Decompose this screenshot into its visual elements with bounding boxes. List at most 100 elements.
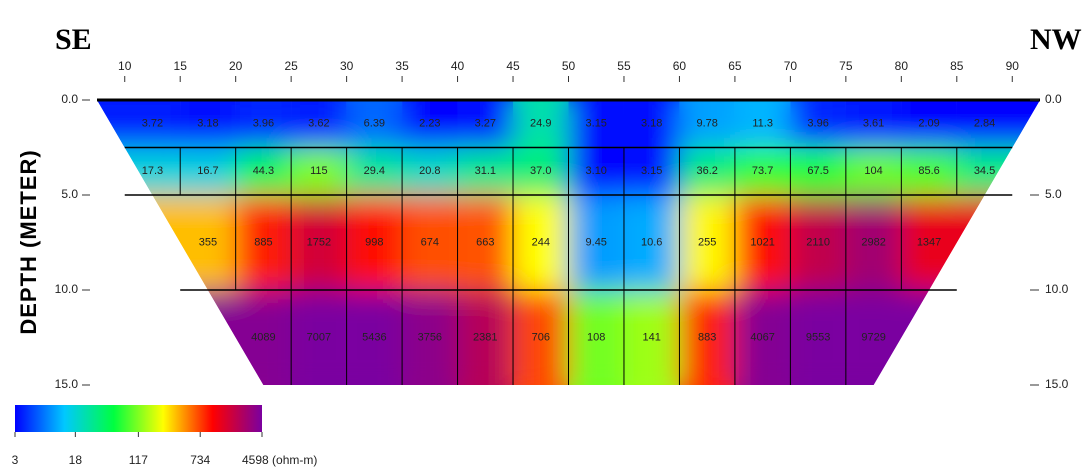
colorbar-tick-label: 3 [12,453,19,467]
left-end-label: SE [55,23,92,56]
cell-label: 104 [864,165,882,177]
cell-label: 108 [587,331,605,343]
cell-blend [291,100,347,148]
cell-label: 3.61 [863,118,884,130]
cell-label: 115 [310,165,328,177]
cell-label: 1752 [307,236,331,248]
cell-blend [513,195,569,290]
cell-label: 3.18 [641,118,662,130]
cell-blend [623,147,680,195]
x-tick-label: 15 [174,59,188,73]
cell-blend [679,290,735,385]
cell-blend [901,147,957,195]
x-tick-label: 50 [562,59,576,73]
cell-label: 2.23 [419,118,440,130]
x-tick-label: 80 [895,59,909,73]
cell-blend [790,290,846,385]
cell-label: 36.2 [696,165,717,177]
cell-blend [901,100,957,148]
cell-blend [457,100,514,148]
cell-blend [568,147,624,195]
cell-blend [235,147,292,195]
cell-label: 141 [643,331,661,343]
cell-blend [235,195,292,290]
cell-blend [291,290,347,385]
cell-label: 674 [421,236,439,248]
y2-tick-label: 0.0 [1045,92,1062,106]
x-tick-label: 85 [950,59,964,73]
cell-blend [623,100,680,148]
cell-label: 16.7 [197,165,218,177]
x-tick-label: 55 [617,59,631,73]
cell-blend [291,195,347,290]
cell-blend [346,195,403,290]
x-tick-label: 25 [284,59,298,73]
cell-label: 11.3 [752,118,773,130]
cell-label: 6.39 [364,118,385,130]
cell-blend [457,290,514,385]
cell-blend [235,100,292,148]
cell-blend [513,290,569,385]
cell-blend [568,100,624,148]
cell-blend [346,290,403,385]
cell-blend [845,100,902,148]
colorbar-tick-label: 4598 (ohm-m) [242,453,317,467]
y2-tick-label: 15.0 [1045,377,1069,391]
y-tick-label: 15.0 [55,377,79,391]
cell-label: 24.9 [530,118,551,130]
cell-label: 883 [698,331,716,343]
cell-label: 244 [532,236,550,248]
cell-blend [180,147,236,195]
colorbar [15,405,262,432]
cell-blend [402,290,458,385]
cell-blend [790,100,846,148]
x-tick-label: 30 [340,59,354,73]
x-tick-label: 65 [728,59,742,73]
cell-blend [679,100,735,148]
cell-blend [180,100,236,148]
cell-blend [845,195,902,290]
cell-blend [845,147,902,195]
cell-label: 885 [254,236,272,248]
cell-label: 2.84 [974,118,995,130]
cell-blend [568,290,624,385]
cell-label: 37.0 [530,165,551,177]
cell-label: 9.78 [696,118,717,130]
cell-label: 9553 [806,331,830,343]
cell-blend [790,147,846,195]
cell-blend [457,147,514,195]
cell-blend [679,147,735,195]
x-tick-label: 45 [506,59,520,73]
colorbar-tick-label: 734 [190,453,210,467]
cell-label: 3.18 [197,118,218,130]
cell-blend [623,290,680,385]
cell-label: 255 [698,236,716,248]
cell-label: 3.15 [641,165,662,177]
cell-blend [734,100,791,148]
x-tick-label: 40 [451,59,465,73]
colorbar-tick-label: 18 [69,453,83,467]
y-tick-label: 5.0 [61,187,78,201]
cell-label: 3.96 [253,118,274,130]
colorbar-tick-label: 117 [129,453,148,467]
x-tick-label: 75 [839,59,853,73]
x-tick-label: 70 [784,59,798,73]
right-end-label: NW [1030,23,1082,56]
cell-label: 3.72 [142,118,163,130]
cell-label: 706 [532,331,550,343]
x-tick-label: 10 [118,59,132,73]
cell-blend [402,147,458,195]
cell-blend [513,147,569,195]
cell-label: 9.45 [586,236,607,248]
cell-label: 2381 [473,331,497,343]
y-axis-label: DEPTH (METER) [16,149,41,334]
x-tick-label: 90 [1006,59,1020,73]
cell-label: 3.27 [475,118,496,130]
cell-blend [402,195,458,290]
y2-tick-label: 5.0 [1045,187,1062,201]
cell-blend [291,147,347,195]
cell-label: 1021 [750,236,774,248]
cell-blend [346,147,403,195]
cell-label: 5436 [362,331,386,343]
